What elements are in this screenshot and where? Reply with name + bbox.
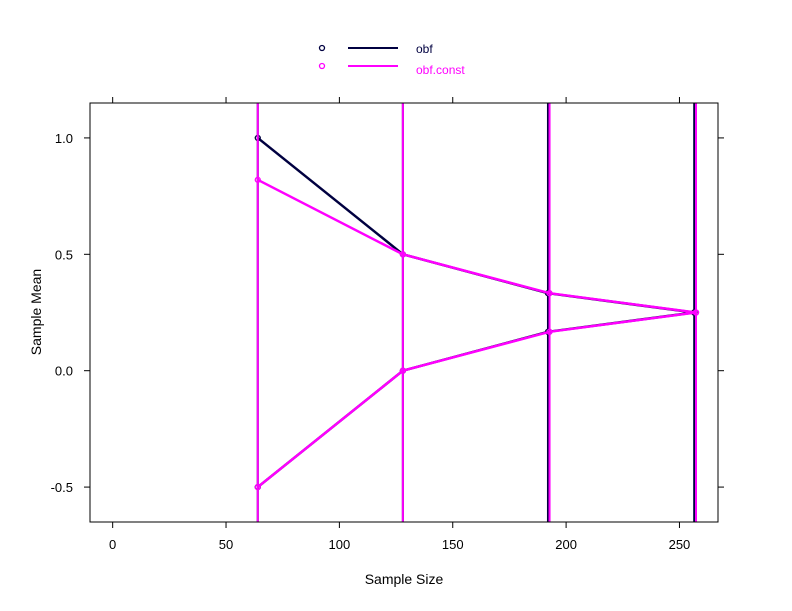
- y-tick-label-1: 1.0: [55, 131, 73, 146]
- x-tick-label-100: 100: [329, 537, 351, 552]
- series-obf-const-upper-point-0: [254, 176, 261, 183]
- legend-label-obf-const: obf.const: [416, 63, 465, 77]
- series-obf-const-lower-point-1: [399, 367, 407, 374]
- x-axis-title: Sample Size: [365, 571, 444, 587]
- series-obf-const-lower-boundary: [256, 311, 697, 489]
- x-tick-label-250: 250: [669, 537, 691, 552]
- plot-frame: [89, 102, 719, 523]
- y-tick-label-0: 0.0: [55, 364, 73, 379]
- x-tick-label-50: 50: [219, 537, 233, 552]
- series-obf-const-upper-boundary: [257, 178, 697, 314]
- x-tick-label-150: 150: [442, 537, 464, 552]
- series-obf-upper-boundary: [256, 136, 695, 314]
- legend-marker-obf: [318, 44, 326, 52]
- x-tick-label-200: 200: [555, 537, 577, 552]
- series-obf-const-lower-point-0: [254, 483, 261, 491]
- series-obf-const-lower-point-3: [692, 309, 700, 316]
- series-obf-const: [254, 103, 700, 522]
- y-axis-title: Sample Mean: [28, 269, 44, 355]
- axes: 0 50 100 150 200 250 -0.5 0.0 0.5 1.0: [51, 97, 724, 552]
- legend-marker-obf-const: [318, 62, 326, 70]
- y-tick-label-0.5: 0.5: [55, 247, 73, 262]
- series-obf-lower-boundary: [256, 311, 695, 489]
- series-obf-const-lower-point-2: [546, 328, 553, 335]
- legend-label-obf: obf: [416, 42, 433, 56]
- x-tick-label-0: 0: [109, 537, 116, 552]
- series-obf-const-upper-point-1: [399, 251, 407, 258]
- plot-area: [254, 103, 700, 522]
- series-obf-const-upper-point-2: [546, 290, 553, 297]
- y-tick-label--0.5: -0.5: [51, 480, 73, 495]
- legend: obf obf.const: [318, 42, 465, 77]
- series-obf: [254, 103, 698, 522]
